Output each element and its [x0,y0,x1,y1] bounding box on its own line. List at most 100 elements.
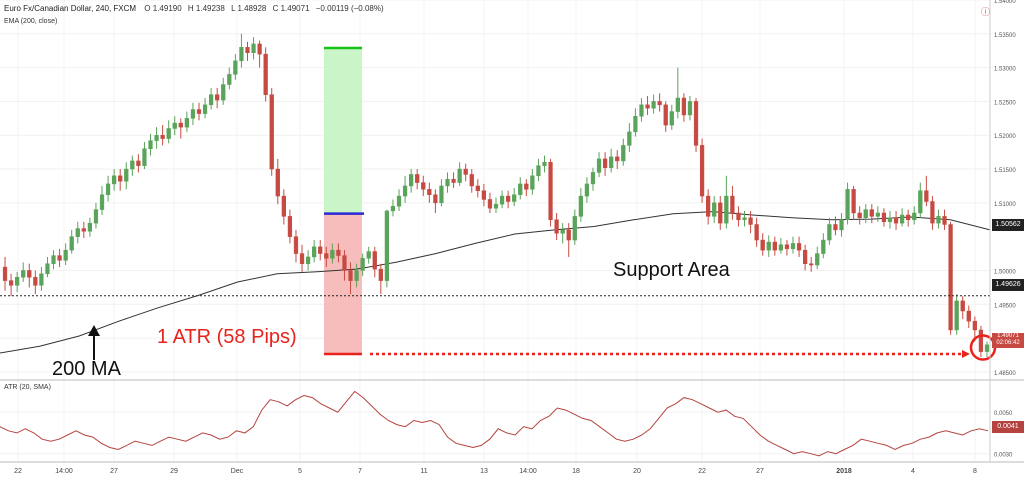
candle [930,196,935,230]
candle-body [675,97,680,112]
candle [160,125,165,146]
time-tick-label: 14:00 [519,468,537,475]
alert-icon[interactable]: ⓘ [981,7,991,17]
time-tick-label: 22 [698,468,706,475]
candle [663,101,668,132]
candle [651,94,656,114]
candle [372,246,377,278]
candle-body [275,168,280,197]
candle-body [512,194,517,202]
candle [227,67,232,90]
candle-body [469,174,474,187]
candle [263,47,268,102]
candle [239,33,244,68]
candle-body [657,101,662,106]
candle-body [518,183,523,195]
candle-body [457,168,462,183]
candle-body [166,128,171,139]
candle-body [463,168,468,175]
candle [148,133,153,156]
ema-legend: EMA (200, close) [4,18,57,25]
candle [760,233,765,256]
candle-body [221,84,226,101]
candle [336,243,341,263]
candle-body [681,97,687,116]
candle-body [560,229,565,234]
candle-body [924,190,929,202]
price-tick-label: 1.52500 [994,100,1016,106]
time-tick-label: 27 [110,468,118,475]
time-tick-label: 8 [973,468,977,475]
candle-body [99,194,105,210]
candle-body [833,224,838,231]
candle [184,111,190,132]
candle [105,175,111,202]
candle [924,175,929,207]
candle [887,210,893,229]
atr-tick-label: 0.0030 [994,453,1013,459]
candle-body [239,47,244,62]
ohlc-high: H 1.49238 [187,4,225,13]
candle-body [27,270,32,278]
time-tick-label: 14:00 [55,468,73,475]
candle-body [281,195,286,217]
candle [27,263,32,288]
candle-body [75,228,80,237]
risk-zone [324,213,362,354]
candle [245,41,250,61]
candle-body [184,118,190,128]
candle-body [693,101,699,146]
candle [2,256,8,291]
candle-body [2,266,8,281]
candle-body [299,253,305,264]
candle [724,175,729,229]
candle [627,123,632,153]
candle [75,221,80,244]
candle [499,190,505,209]
candle [845,182,850,225]
ma-arrow-head [88,325,100,336]
candle [590,167,596,191]
candle-body [621,145,626,162]
symbol-title: Euro Fx/Canadian Dollar, 240, FXCM [4,4,137,13]
candle [809,256,814,272]
price-tick-label: 1.54000 [994,0,1016,5]
candle-body [906,214,911,221]
time-tick-label: 18 [572,468,580,475]
atr-value-badge: 0.0041 [992,421,1024,433]
candle [421,175,426,197]
candle-body [887,217,893,223]
candle [954,294,959,335]
candle-body [427,189,432,195]
candle-body [293,236,299,254]
candle [566,223,571,257]
candle [366,246,371,264]
candle [706,189,711,225]
price-tick-label: 1.52000 [994,134,1016,140]
atr-line [0,390,989,457]
candle-body [918,190,923,214]
candle-body [542,162,547,166]
candle-body [451,178,456,183]
candle [275,158,280,205]
candle [166,120,171,144]
candle-body [554,219,559,234]
ohlc-low: L 1.48928 [231,4,267,13]
candle-body [590,172,596,185]
candle-body [415,174,420,183]
candle-body [584,183,590,197]
candle [8,273,14,297]
candle-body [742,217,747,221]
candle-body [118,175,123,182]
candle [99,185,105,216]
candle [548,158,553,227]
candle [402,175,408,203]
candle [784,240,790,256]
candle [839,212,844,237]
candle [833,216,838,236]
candle [475,179,480,198]
candle-body [972,320,977,331]
candle [602,152,608,176]
candle [81,221,86,239]
